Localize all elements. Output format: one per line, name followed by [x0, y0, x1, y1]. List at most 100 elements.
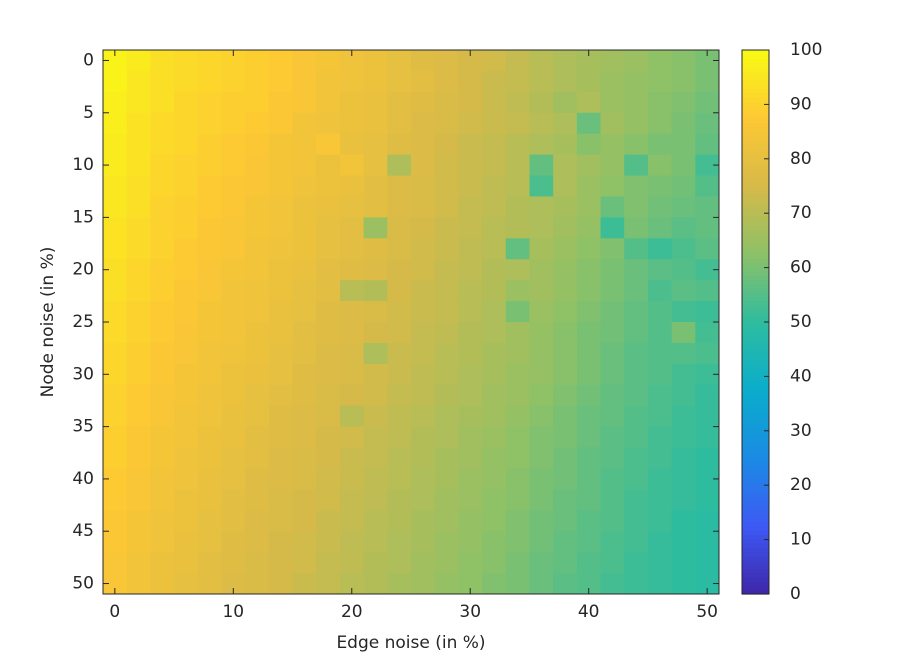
colorbar-band	[742, 509, 769, 514]
heatmap-cell	[458, 154, 483, 177]
heatmap-cell	[126, 573, 151, 595]
heatmap-cell	[387, 531, 412, 553]
heatmap-cell	[505, 70, 530, 93]
colorbar-band	[742, 547, 769, 553]
heatmap-cell	[268, 405, 294, 428]
heatmap-cell	[505, 573, 530, 595]
heatmap-cell	[434, 50, 459, 72]
heatmap-cell	[174, 259, 199, 281]
heatmap-cell	[576, 426, 602, 449]
heatmap-cell	[339, 426, 365, 449]
heatmap-cell	[221, 112, 246, 135]
colorbar-band	[742, 147, 769, 153]
heatmap-cell	[505, 510, 530, 532]
heatmap-cell	[505, 175, 530, 197]
heatmap-cell	[458, 552, 483, 574]
heatmap-cell	[671, 384, 696, 407]
heatmap-cell	[316, 342, 341, 365]
heatmap-cell	[434, 280, 459, 302]
heatmap-cell	[292, 133, 317, 156]
heatmap-cell	[482, 133, 507, 156]
colorbar-band	[742, 360, 769, 366]
heatmap-cell	[316, 447, 341, 469]
colorbar-band	[742, 347, 769, 353]
heatmap-cell	[245, 50, 270, 72]
heatmap-cell	[458, 363, 483, 386]
heatmap-cell	[411, 552, 436, 574]
heatmap-cell	[624, 342, 649, 365]
heatmap-cell	[174, 196, 199, 218]
heatmap-cell	[150, 426, 175, 449]
heatmap-cell	[316, 322, 341, 344]
heatmap-cell	[103, 342, 128, 365]
heatmap-cell	[411, 447, 436, 469]
heatmap-cell	[221, 154, 246, 177]
colorbar-band	[742, 262, 769, 268]
heatmap-cell	[387, 384, 412, 407]
heatmap-cell	[647, 133, 673, 156]
colorbar-band	[742, 517, 769, 523]
heatmap-cell	[197, 426, 222, 449]
heatmap-cell	[505, 342, 530, 365]
heatmap-cell	[505, 405, 530, 428]
colorbar-band	[742, 177, 769, 183]
heatmap-cell	[411, 133, 436, 156]
heatmap-cell	[505, 112, 530, 135]
heatmap-cell	[458, 196, 483, 218]
colorbar-band	[742, 313, 769, 319]
heatmap-cell	[197, 196, 222, 218]
colorbar-tick-label: 100	[790, 40, 822, 60]
heatmap-cell	[576, 510, 602, 532]
heatmap-cell	[268, 70, 294, 93]
heatmap-cell	[126, 531, 151, 553]
colorbar-band	[742, 300, 769, 306]
heatmap-cell	[624, 489, 649, 511]
heatmap-cell	[434, 510, 459, 532]
colorbar-band	[742, 492, 769, 497]
colorbar-band	[742, 466, 769, 472]
heatmap-cell	[529, 426, 554, 449]
heatmap-cell	[576, 301, 602, 323]
colorbar-band	[742, 122, 769, 128]
heatmap-cell	[600, 342, 625, 365]
heatmap-cell	[126, 447, 151, 469]
heatmap-cell	[316, 489, 341, 511]
heatmap-cell	[576, 573, 602, 595]
heatmap-cell	[624, 259, 649, 281]
heatmap-cell	[245, 217, 270, 239]
colorbar-band	[742, 232, 769, 238]
heatmap-cell	[197, 280, 222, 302]
heatmap-cell	[221, 573, 246, 595]
heatmap-cell	[245, 154, 270, 177]
heatmap-cell	[363, 510, 388, 532]
heatmap-cell	[434, 363, 459, 386]
heatmap-cell	[316, 552, 341, 574]
heatmap-cell	[553, 384, 578, 407]
heatmap-cell	[363, 363, 388, 386]
colorbar-tick-label: 0	[790, 584, 801, 604]
heatmap-cell	[505, 489, 530, 511]
heatmap-cell	[363, 50, 388, 72]
heatmap-cell	[197, 489, 222, 511]
heatmap-cell	[647, 510, 673, 532]
heatmap-cell	[292, 531, 317, 553]
heatmap-cell	[245, 175, 270, 197]
heatmap-cell	[482, 112, 507, 135]
colorbar-band	[742, 496, 769, 502]
heatmap-cell	[221, 531, 246, 553]
heatmap-cell	[268, 50, 294, 72]
heatmap-cell	[553, 154, 578, 177]
heatmap-cell	[316, 384, 341, 407]
heatmap-cell	[363, 280, 388, 302]
heatmap-cell	[292, 70, 317, 93]
y-axis-label: Node noise (in %)	[38, 247, 58, 398]
heatmap-cell	[103, 301, 128, 323]
heatmap-cell	[221, 301, 246, 323]
y-tick-label: 25	[72, 312, 94, 332]
heatmap-cell	[529, 301, 554, 323]
heatmap-cell	[245, 531, 270, 553]
heatmap-cell	[316, 217, 341, 239]
heatmap-cell	[316, 468, 341, 490]
heatmap-cell	[197, 552, 222, 574]
heatmap-cell	[221, 447, 246, 469]
